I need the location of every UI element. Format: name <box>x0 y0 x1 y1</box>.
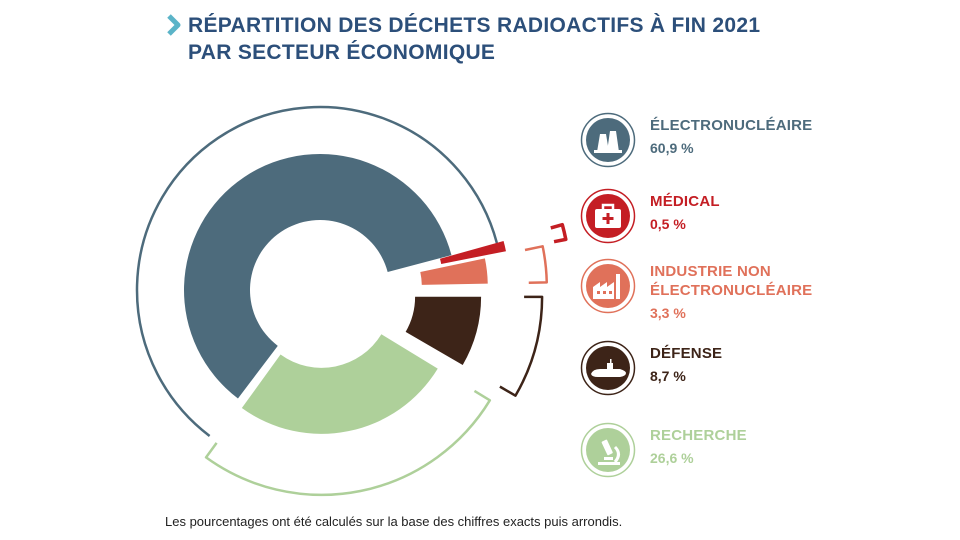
legend-item-recherche: RECHERCHE 26,6 % <box>580 422 940 482</box>
legend-value: 3,3 % <box>650 305 686 321</box>
legend-label: ÉLECTRONUCLÉAIRE <box>650 282 813 299</box>
legend-label: RECHERCHE <box>650 427 747 444</box>
slice-outline-industrie-non-electronucleaire <box>524 245 548 284</box>
slice-outline-electronucleaire <box>135 105 499 437</box>
legend-value: 0,5 % <box>650 216 686 232</box>
legend-item-medical: MÉDICAL 0,5 % <box>580 188 940 248</box>
slice-recherche <box>241 334 438 434</box>
legend-value: 8,7 % <box>650 368 686 384</box>
submarine-icon <box>580 340 636 396</box>
slice-medical <box>439 241 506 264</box>
slice-outline-defense <box>499 295 544 397</box>
slice-defense <box>405 296 482 366</box>
legend-item-defense: DÉFENSE 8,7 % <box>580 340 940 400</box>
legend-label: MÉDICAL <box>650 193 720 210</box>
factory-icon <box>580 258 636 314</box>
slice-outline-recherche <box>204 389 492 497</box>
legend-label: ÉLECTRONUCLÉAIRE <box>650 117 813 134</box>
legend-value: 60,9 % <box>650 140 694 156</box>
slice-electronucleaire <box>183 154 452 399</box>
footnote: Les pourcentages ont été calculés sur la… <box>165 514 623 529</box>
legend-item-electronucleaire: ÉLECTRONUCLÉAIRE 60,9 % <box>580 112 940 172</box>
chevron-right-icon <box>167 14 181 36</box>
title-line-2: PAR SECTEUR ÉCONOMIQUE <box>188 41 496 64</box>
medical-kit-icon <box>580 188 636 244</box>
slice-outline-medical <box>550 222 568 244</box>
legend-item-industrie-non-electronucleaire: INDUSTRIE NON ÉLECTRONUCLÉAIRE 3,3 % <box>580 258 940 321</box>
title-line-1: RÉPARTITION DES DÉCHETS RADIOACTIFS À FI… <box>188 14 761 37</box>
slice-industrie-non-electronucleaire <box>420 258 488 285</box>
legend-value: 26,6 % <box>650 450 694 466</box>
legend-label: DÉFENSE <box>650 345 723 362</box>
microscope-icon <box>580 422 636 478</box>
legend-label: INDUSTRIE NON <box>650 263 771 280</box>
power-plant-icon <box>580 112 636 168</box>
